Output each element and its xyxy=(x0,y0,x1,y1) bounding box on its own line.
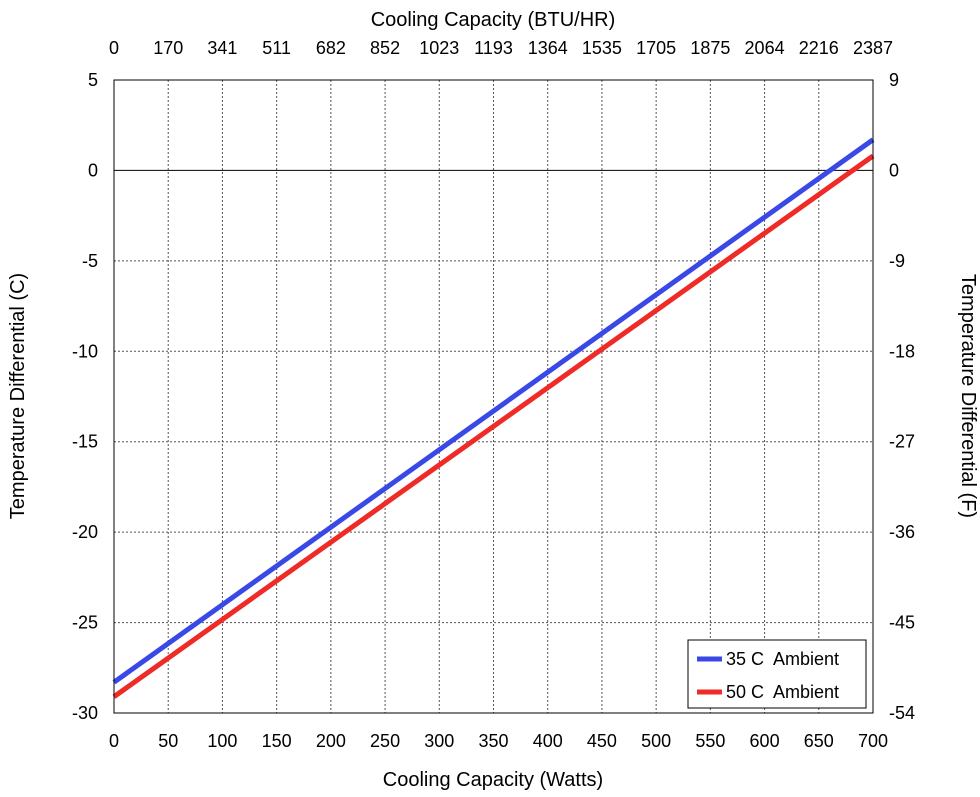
y-tick-label: 5 xyxy=(88,70,98,90)
legend-label-35c: 35 C Ambient xyxy=(726,649,839,669)
x-tick-label: 350 xyxy=(478,731,508,751)
y-right-tick-label: -9 xyxy=(889,251,905,271)
y-tick-label: -25 xyxy=(72,613,98,633)
x-tick-label: 400 xyxy=(533,731,563,751)
grid-layer xyxy=(114,80,873,713)
y-right-tick-label: 0 xyxy=(889,160,899,180)
y-right-axis-title: Temperature Differential (F) xyxy=(957,274,979,518)
x-tick-label: 700 xyxy=(858,731,888,751)
y-right-tick-label: -54 xyxy=(889,703,915,723)
x-tick-label: 450 xyxy=(587,731,617,751)
legend-label-50c: 50 C Ambient xyxy=(726,682,839,702)
x-tick-label: 100 xyxy=(207,731,237,751)
series-line-0 xyxy=(112,137,875,685)
plot-frame xyxy=(113,79,874,714)
legend: 35 C Ambient 50 C Ambient xyxy=(687,639,867,709)
x-tick-label: 200 xyxy=(316,731,346,751)
x-top-tick-label: 852 xyxy=(370,38,400,58)
x-top-tick-label: 2064 xyxy=(745,38,785,58)
x-tick-label: 300 xyxy=(424,731,454,751)
x-top-tick-label: 1364 xyxy=(528,38,568,58)
x-tick-label: 0 xyxy=(109,731,119,751)
x-tick-label: 150 xyxy=(262,731,292,751)
y-right-tick-label: -18 xyxy=(889,341,915,361)
x-top-tick-label: 1023 xyxy=(419,38,459,58)
x-top-tick-label: 1535 xyxy=(582,38,622,58)
y-tick-label: 0 xyxy=(88,160,98,180)
y-tick-label: -15 xyxy=(72,432,98,452)
x-top-tick-label: 341 xyxy=(207,38,237,58)
x-tick-label: 600 xyxy=(750,731,780,751)
x-top-tick-label: 0 xyxy=(109,38,119,58)
x-top-tick-label: 2387 xyxy=(853,38,893,58)
x-top-tick-label: 1193 xyxy=(474,38,513,58)
y-tick-label: -20 xyxy=(72,522,98,542)
x-top-tick-label: 511 xyxy=(262,38,291,58)
x-tick-label: 650 xyxy=(804,731,834,751)
x-tick-label: 250 xyxy=(370,731,400,751)
x-top-tick-label: 1705 xyxy=(636,38,676,58)
x-top-axis-title: Cooling Capacity (BTU/HR) xyxy=(371,9,616,31)
series-line-1 xyxy=(112,153,875,699)
x-top-tick-label: 170 xyxy=(153,38,183,58)
x-tick-label: 50 xyxy=(158,731,178,751)
y-right-tick-label: -27 xyxy=(889,432,915,452)
x-tick-label: 550 xyxy=(695,731,725,751)
x-top-tick-label: 2216 xyxy=(799,38,839,58)
y-right-tick-label: 9 xyxy=(889,70,899,90)
y-right-tick-label: -45 xyxy=(889,613,915,633)
tick-layer: 0 50 100 150 200 250 300 350 400 450 500 550 600 650 7… xyxy=(72,38,915,751)
x-bottom-axis-title: Cooling Capacity (Watts) xyxy=(383,769,603,791)
y-right-tick-label: -36 xyxy=(889,522,915,542)
series-layer xyxy=(112,137,875,699)
y-left-axis-title: Temperature Differential (C) xyxy=(7,273,29,519)
x-top-tick-label: 682 xyxy=(316,38,346,58)
y-tick-label: -10 xyxy=(72,341,98,361)
y-tick-label: -30 xyxy=(72,703,98,723)
x-tick-label: 500 xyxy=(641,731,671,751)
y-tick-label: -5 xyxy=(82,251,98,271)
x-top-tick-label: 1875 xyxy=(690,38,730,58)
legend-box xyxy=(687,639,867,709)
